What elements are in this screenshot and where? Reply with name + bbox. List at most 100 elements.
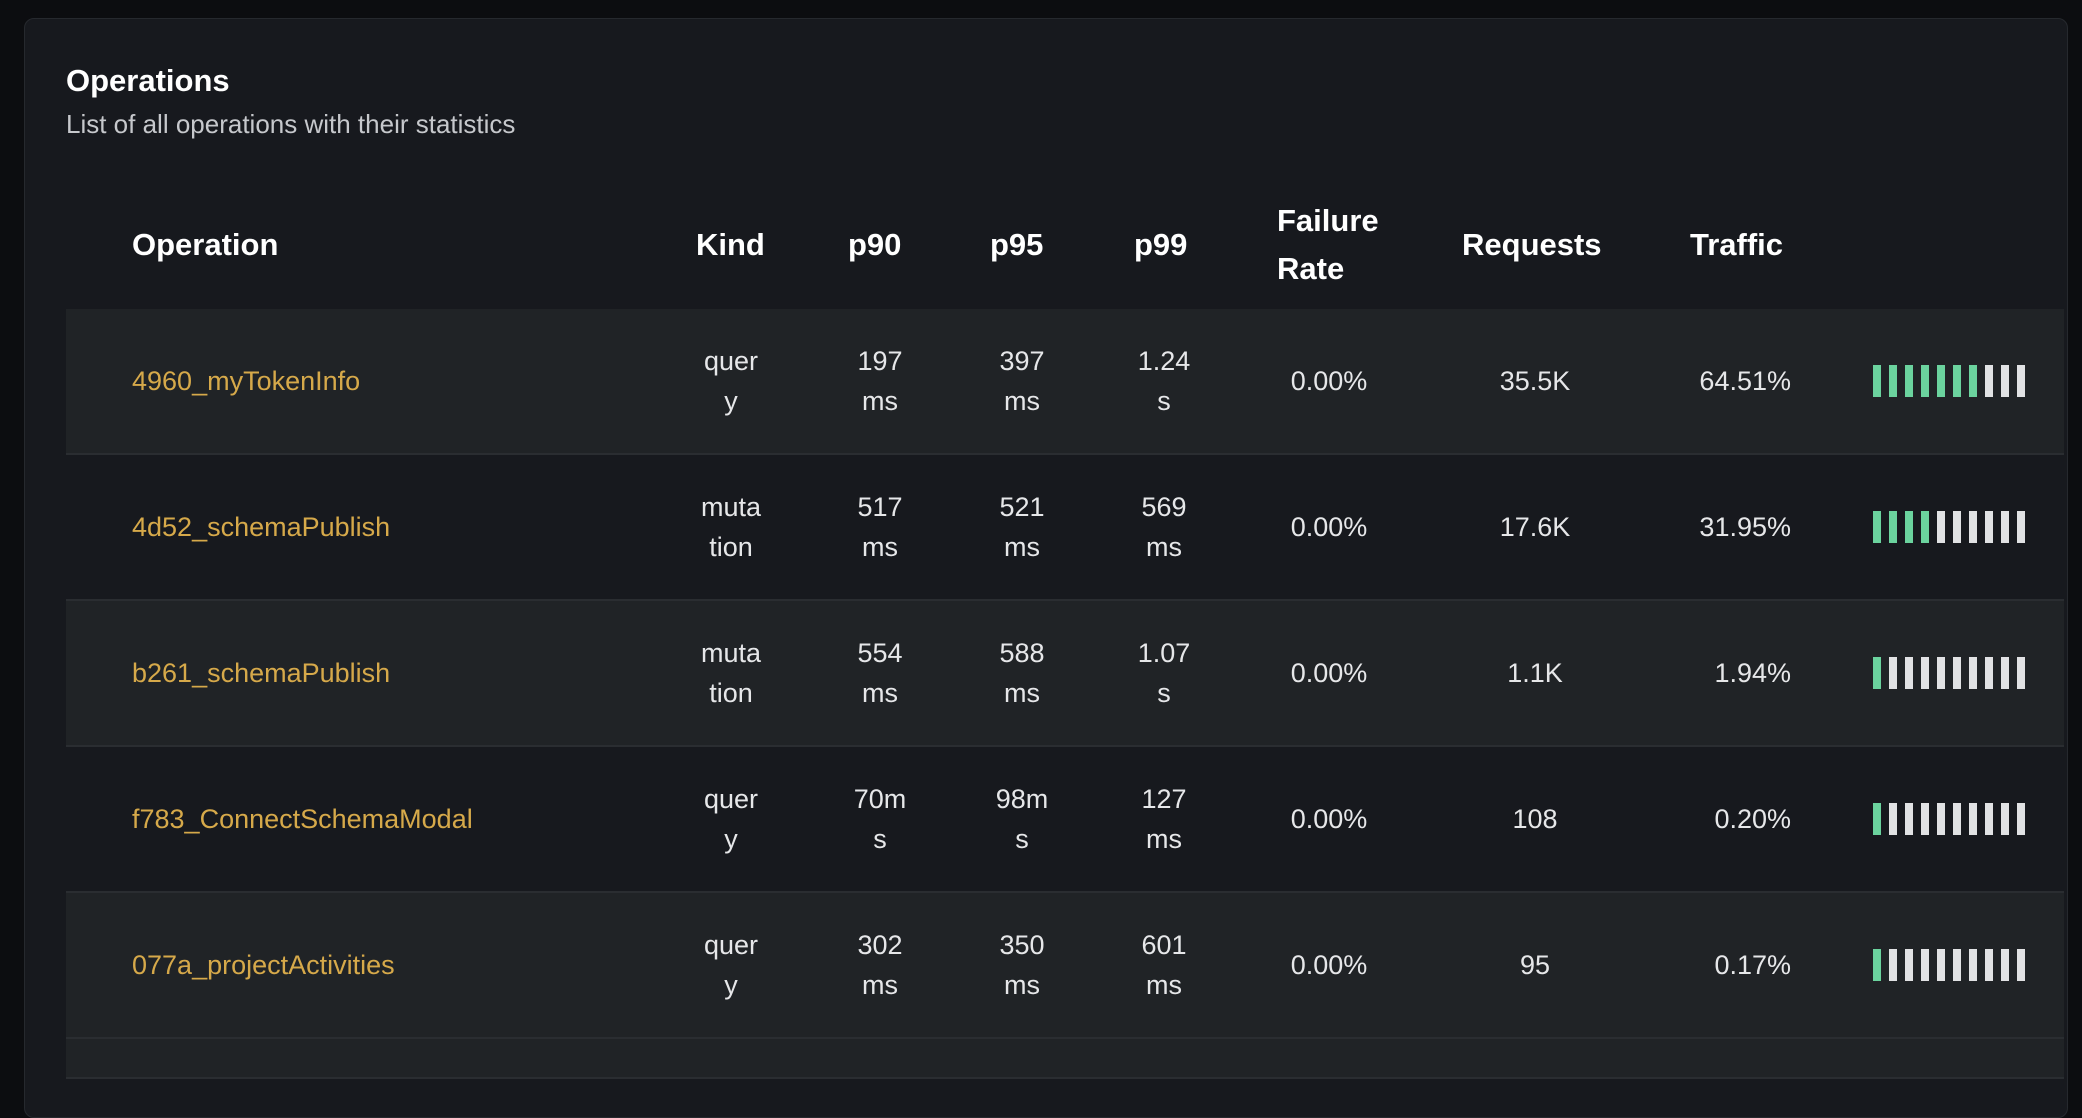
cell-p99: 601 ms — [1114, 893, 1214, 1037]
traffic-bar-segment — [1937, 949, 1945, 981]
traffic-bar-segment — [2001, 949, 2009, 981]
cell-requests: 1.1K — [1507, 658, 1563, 688]
cell-p90: 517 ms — [830, 455, 930, 599]
table-row[interactable]: 4d52_schemaPublish mutation 517 ms 521 ms 56… — [66, 455, 2064, 601]
traffic-bar-segment — [1953, 949, 1961, 981]
cell-failure-rate: 0.00% — [1290, 804, 1368, 834]
traffic-bar-indicator — [1873, 511, 2025, 543]
cell-p95-value: 397 ms — [999, 346, 1045, 416]
cell-kind: query — [681, 893, 781, 1037]
table-row[interactable]: b261_schemaPublish mutation 554 ms 588 ms 1.… — [66, 601, 2064, 747]
traffic-bar-segment — [2001, 657, 2009, 689]
traffic-bar-segment — [1953, 511, 1961, 543]
traffic-bar-indicator — [1873, 949, 2025, 981]
traffic-bar-segment — [1969, 803, 1977, 835]
traffic-bar-segment — [1921, 803, 1929, 835]
cell-traffic: 31.95% — [1699, 512, 1791, 542]
cell-kind: mutation — [681, 455, 781, 599]
column-header-p90[interactable]: p90 — [848, 227, 902, 262]
operations-card: Operations List of all operations with t… — [24, 18, 2068, 1118]
operation-name-link[interactable]: 4d52_schemaPublish — [132, 512, 391, 542]
traffic-bar-segment — [2001, 511, 2009, 543]
operation-name-link[interactable]: b261_schemaPublish — [132, 658, 391, 688]
cell-p95: 588 ms — [972, 601, 1072, 745]
traffic-bar-segment — [1937, 365, 1945, 397]
column-header-operation[interactable]: Operation — [132, 227, 279, 262]
traffic-bar-segment — [1985, 949, 1993, 981]
traffic-bar-segment — [1873, 365, 1881, 397]
traffic-bar-segment — [1921, 365, 1929, 397]
cell-kind-value: query — [703, 346, 759, 416]
cell-kind-value: query — [703, 784, 759, 854]
cell-kind-value: mutation — [700, 638, 762, 708]
cell-p90: 554 ms — [830, 601, 930, 745]
traffic-bar-segment — [1905, 511, 1913, 543]
cell-traffic: 64.51% — [1699, 366, 1791, 396]
column-header-p95[interactable]: p95 — [990, 227, 1044, 262]
traffic-bar-segment — [1969, 657, 1977, 689]
cell-failure-rate: 0.00% — [1290, 512, 1368, 542]
traffic-bar-segment — [1889, 657, 1897, 689]
cell-failure-rate: 0.00% — [1290, 658, 1368, 688]
traffic-bar-segment — [1889, 511, 1897, 543]
cell-kind: query — [681, 309, 781, 453]
cell-p90: 197 ms — [830, 309, 930, 453]
cell-p90-value: 302 ms — [857, 930, 903, 1000]
column-header-traffic[interactable]: Traffic — [1690, 227, 1784, 262]
cell-p99: 127 ms — [1114, 747, 1214, 891]
traffic-bar-segment — [1937, 511, 1945, 543]
column-header-failure-rate[interactable]: Failure Rate — [1277, 203, 1379, 286]
operation-name-link[interactable]: 4960_myTokenInfo — [132, 366, 361, 396]
cell-p99-value: 1.24 s — [1137, 346, 1191, 416]
cell-kind-value: mutation — [700, 492, 762, 562]
cell-traffic: 1.94% — [1714, 658, 1791, 688]
cell-p95: 350 ms — [972, 893, 1072, 1037]
cell-p99: 1.24 s — [1114, 309, 1214, 453]
operations-table: Operation Kind p90 p95 p99 Failure Rate … — [66, 179, 2064, 1079]
traffic-bar-segment — [1937, 803, 1945, 835]
card-title: Operations — [66, 63, 230, 98]
traffic-bar-segment — [1873, 511, 1881, 543]
cell-p95: 521 ms — [972, 455, 1072, 599]
cell-p90-value: 197 ms — [857, 346, 903, 416]
cell-p99: 1.07 s — [1114, 601, 1214, 745]
traffic-bar-segment — [1889, 803, 1897, 835]
column-header-kind[interactable]: Kind — [696, 227, 765, 262]
column-header-p99[interactable]: p99 — [1134, 227, 1188, 262]
traffic-bar-segment — [1873, 949, 1881, 981]
traffic-bar-segment — [1889, 365, 1897, 397]
operation-name-link[interactable]: 077a_projectActivities — [132, 950, 395, 980]
cell-p90: 302 ms — [830, 893, 930, 1037]
traffic-bar-segment — [1921, 511, 1929, 543]
traffic-bar-segment — [1937, 657, 1945, 689]
traffic-bar-segment — [1985, 657, 1993, 689]
cell-p99-value: 569 ms — [1141, 492, 1187, 562]
cell-p90: 70ms — [830, 747, 930, 891]
cell-p99-value: 601 ms — [1141, 930, 1187, 1000]
cell-p95-value: 588 ms — [999, 638, 1045, 708]
traffic-bar-segment — [2017, 803, 2025, 835]
cell-requests: 108 — [1512, 804, 1558, 834]
table-header: Operation Kind p90 p95 p99 Failure Rate … — [66, 179, 2064, 309]
traffic-bar-segment — [1953, 803, 1961, 835]
traffic-bar-indicator — [1873, 803, 2025, 835]
table-row[interactable]: 077a_projectActivities query 302 ms 350 ms 6… — [66, 893, 2064, 1039]
traffic-bar-indicator — [1873, 657, 2025, 689]
traffic-bar-segment — [1889, 949, 1897, 981]
traffic-bar-segment — [1985, 365, 1993, 397]
table-row[interactable]: 4960_myTokenInfo query 197 ms 397 ms 1.24 s 0… — [66, 309, 2064, 455]
cell-p99-value: 127 ms — [1141, 784, 1187, 854]
traffic-bar-segment — [1905, 365, 1913, 397]
cell-traffic: 0.17% — [1714, 950, 1791, 980]
table-row[interactable]: f783_ConnectSchemaModal query 70ms 98ms 127 … — [66, 747, 2064, 893]
cell-traffic: 0.20% — [1714, 804, 1791, 834]
column-header-requests[interactable]: Requests — [1462, 227, 1602, 262]
traffic-bar-segment — [1969, 365, 1977, 397]
cell-kind: query — [681, 747, 781, 891]
operation-name-link[interactable]: f783_ConnectSchemaModal — [132, 804, 473, 834]
traffic-bar-segment — [2001, 803, 2009, 835]
traffic-bar-segment — [1873, 657, 1881, 689]
cell-p99: 569 ms — [1114, 455, 1214, 599]
traffic-bar-segment — [2017, 365, 2025, 397]
